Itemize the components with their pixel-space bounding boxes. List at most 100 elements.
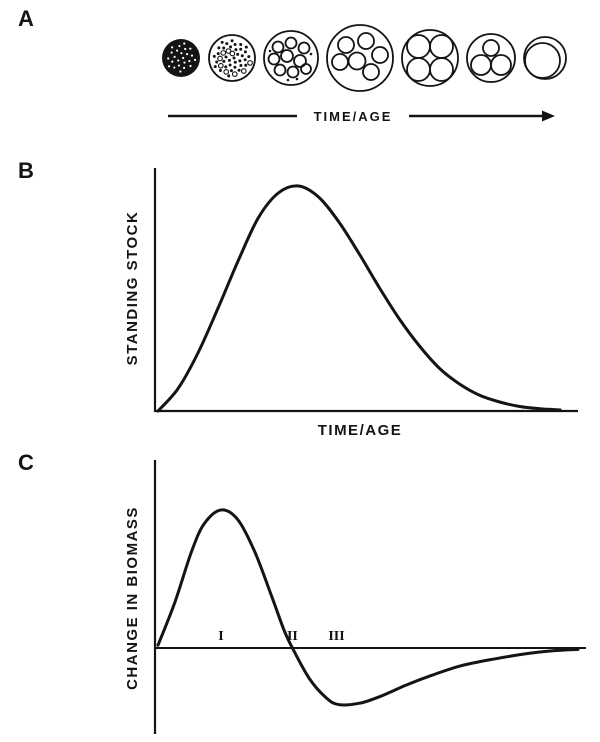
speckle [177, 59, 180, 62]
speckle [170, 51, 173, 54]
individual [224, 55, 228, 59]
individual [212, 54, 216, 58]
speckle [309, 52, 313, 56]
individual [234, 48, 238, 52]
speckle [183, 61, 186, 64]
individual [470, 54, 492, 76]
speckle [182, 56, 185, 60]
individual [286, 65, 300, 79]
individual [273, 63, 287, 77]
individual [371, 46, 389, 64]
individual [244, 45, 248, 49]
speckle [188, 59, 191, 63]
speckle [189, 47, 192, 50]
individual [238, 59, 242, 63]
individual [215, 60, 219, 64]
individual [429, 34, 454, 59]
individual [293, 54, 307, 68]
speckle [179, 70, 182, 73]
individual [222, 46, 226, 50]
panel-b-standing-stock-chart: STANDING STOCK TIME/AGE [124, 168, 578, 439]
stand-stage-7 [523, 36, 567, 80]
speckle [183, 42, 186, 45]
individual [239, 47, 243, 51]
individual [243, 50, 247, 54]
individual [228, 63, 232, 67]
stand-stage-1 [162, 39, 200, 77]
speckle [184, 47, 187, 51]
individual [362, 63, 380, 81]
phase-label-I: I [218, 629, 223, 644]
individual [297, 41, 311, 55]
stand-stage-4 [326, 24, 394, 92]
individual [240, 54, 244, 58]
speckle [167, 65, 171, 68]
stand-outline [263, 30, 319, 86]
standing-stock-curve [156, 184, 562, 413]
change-in-biomass-curve [156, 508, 580, 707]
change-in-biomass-y-axis-label: CHANGE IN BIOMASS [124, 506, 141, 690]
individual [429, 57, 454, 82]
individual [217, 62, 224, 69]
speckle [268, 49, 272, 53]
speckle [183, 66, 186, 70]
standing-stock-y-axis-label: STANDING STOCK [124, 211, 141, 366]
individual [229, 69, 233, 73]
speckle [173, 55, 176, 58]
arrow-label-gap [297, 104, 409, 127]
individual [232, 56, 236, 60]
individual [227, 74, 231, 78]
individual [280, 49, 294, 63]
panel-a-label: A [18, 6, 35, 31]
individual [243, 58, 247, 62]
individual [223, 69, 230, 75]
individual [337, 36, 355, 54]
standing-stock-plot-group [153, 168, 578, 413]
stand-stage-5 [401, 29, 459, 87]
panel-b-label: B [18, 158, 35, 183]
stand-stages-group [162, 24, 567, 127]
individual [217, 55, 223, 62]
speckle [177, 64, 181, 67]
stand-outline [326, 24, 394, 92]
individual [406, 57, 431, 82]
stand-stage-2 [208, 34, 256, 82]
individual [220, 50, 227, 56]
individual [490, 54, 512, 76]
stand-outline [208, 34, 256, 82]
speckle [176, 49, 179, 52]
individual [220, 40, 224, 44]
individual [247, 60, 253, 66]
individual [233, 42, 237, 46]
speckle [178, 44, 181, 48]
individual [229, 50, 236, 57]
individual [406, 34, 431, 59]
axes [153, 168, 578, 413]
individual [244, 63, 248, 67]
individual [225, 48, 232, 54]
arrowhead-icon [542, 110, 555, 122]
speckle [295, 77, 299, 81]
individual [347, 51, 367, 71]
speckle [171, 60, 174, 63]
individual [213, 65, 217, 69]
stand-outline [466, 33, 516, 83]
speckle [193, 58, 197, 61]
individual [239, 63, 243, 67]
individual [331, 53, 349, 71]
speckle [286, 78, 290, 82]
speckle [171, 46, 174, 49]
individual [236, 52, 240, 56]
speckle [189, 64, 192, 68]
individual [233, 60, 237, 64]
panel-a-stand-development: TIME/AGE [162, 24, 567, 127]
individual [231, 71, 238, 77]
time-age-arrow-label: TIME/AGE [314, 109, 393, 124]
individual [524, 42, 561, 79]
speckle [180, 52, 183, 55]
individual [227, 58, 231, 62]
individual [216, 52, 220, 56]
speckle [185, 53, 189, 56]
individual [224, 65, 228, 69]
